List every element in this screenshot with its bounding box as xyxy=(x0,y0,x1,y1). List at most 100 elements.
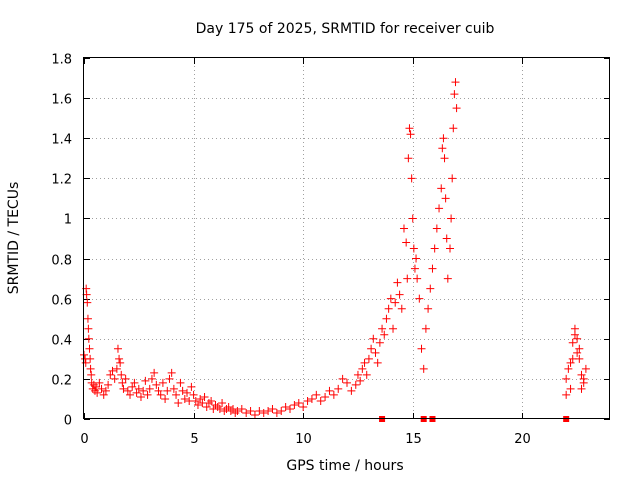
data-point xyxy=(325,386,334,395)
data-point xyxy=(450,90,459,99)
data-point xyxy=(169,384,178,393)
data-point xyxy=(255,406,264,415)
data-point xyxy=(150,368,159,377)
data-point xyxy=(321,392,330,401)
data-point xyxy=(568,338,577,347)
data-point xyxy=(178,386,187,395)
data-point xyxy=(575,344,584,353)
data-point xyxy=(312,390,321,399)
data-point xyxy=(395,290,404,299)
data-point xyxy=(573,334,582,343)
data-point xyxy=(575,354,584,363)
data-point xyxy=(224,402,233,411)
data-point xyxy=(115,354,124,363)
x-tick-label: 15 xyxy=(405,432,422,447)
x-tick-labels: 0 5 10 15 20 xyxy=(80,432,530,447)
data-point xyxy=(85,344,94,353)
data-point xyxy=(117,370,126,379)
data-point xyxy=(113,344,122,353)
data-point xyxy=(167,368,176,377)
data-point xyxy=(419,364,428,373)
data-point xyxy=(564,364,573,373)
data-point xyxy=(156,390,165,399)
data-point xyxy=(404,154,413,163)
chart-title: Day 175 of 2025, SRMTID for receiver cui… xyxy=(196,21,495,37)
data-point xyxy=(187,382,196,391)
grid-lines xyxy=(84,58,610,419)
data-point xyxy=(412,254,421,263)
y-tick-label: 1 xyxy=(64,213,72,228)
data-point xyxy=(329,390,338,399)
data-point xyxy=(90,386,99,395)
data-point xyxy=(200,392,209,401)
data-point xyxy=(123,386,132,395)
data-point xyxy=(183,388,192,397)
y-tick-label: 0.8 xyxy=(51,254,72,269)
data-point xyxy=(231,408,240,417)
data-point xyxy=(397,304,406,313)
data-point xyxy=(334,384,343,393)
data-point xyxy=(443,274,452,283)
y-tick-label: 1.6 xyxy=(51,93,72,108)
data-point xyxy=(116,358,125,367)
data-point xyxy=(189,390,198,399)
data-point xyxy=(110,374,119,383)
data-point xyxy=(299,402,308,411)
data-point xyxy=(272,408,281,417)
data-point xyxy=(211,400,220,409)
data-point xyxy=(180,394,189,403)
data-point xyxy=(277,406,286,415)
data-point xyxy=(121,374,130,383)
data-point xyxy=(196,394,205,403)
data-point xyxy=(83,298,92,307)
data-point xyxy=(338,374,347,383)
data-point xyxy=(134,384,143,393)
data-point xyxy=(424,304,433,313)
data-point xyxy=(97,384,106,393)
data-point xyxy=(566,384,575,393)
data-point xyxy=(86,364,95,373)
data-point xyxy=(384,304,393,313)
data-point xyxy=(573,348,582,357)
data-point xyxy=(204,398,213,407)
data-point xyxy=(84,324,93,333)
plot-frame xyxy=(83,57,610,419)
data-point xyxy=(407,174,416,183)
data-point xyxy=(152,380,161,389)
data-point xyxy=(161,394,170,403)
data-point xyxy=(104,380,113,389)
data-point xyxy=(439,134,448,143)
data-point xyxy=(294,398,303,407)
data-point xyxy=(367,344,376,353)
data-point xyxy=(577,384,586,393)
data-point xyxy=(362,370,371,379)
data-point xyxy=(86,354,95,363)
data-point xyxy=(408,214,417,223)
data-point xyxy=(417,344,426,353)
data-point xyxy=(579,374,588,383)
axis-ticks xyxy=(84,58,610,420)
data-point xyxy=(391,298,400,307)
data-point xyxy=(353,370,362,379)
data-point xyxy=(369,334,378,343)
data-point xyxy=(290,400,299,409)
data-point xyxy=(268,404,277,413)
data-point xyxy=(562,374,571,383)
data-point xyxy=(371,348,380,357)
data-point xyxy=(92,382,101,391)
data-point xyxy=(242,408,251,417)
data-point xyxy=(426,284,435,293)
data-point xyxy=(106,370,115,379)
data-point xyxy=(101,386,110,395)
data-point xyxy=(358,364,367,373)
data-point xyxy=(435,204,444,213)
data-point xyxy=(577,370,586,379)
data-point xyxy=(399,224,408,233)
data-point xyxy=(141,376,150,385)
data-point xyxy=(406,130,415,139)
data-point xyxy=(432,224,441,233)
data-point xyxy=(176,378,185,387)
data-point xyxy=(83,314,92,323)
data-point xyxy=(108,366,117,375)
data-point xyxy=(389,324,398,333)
